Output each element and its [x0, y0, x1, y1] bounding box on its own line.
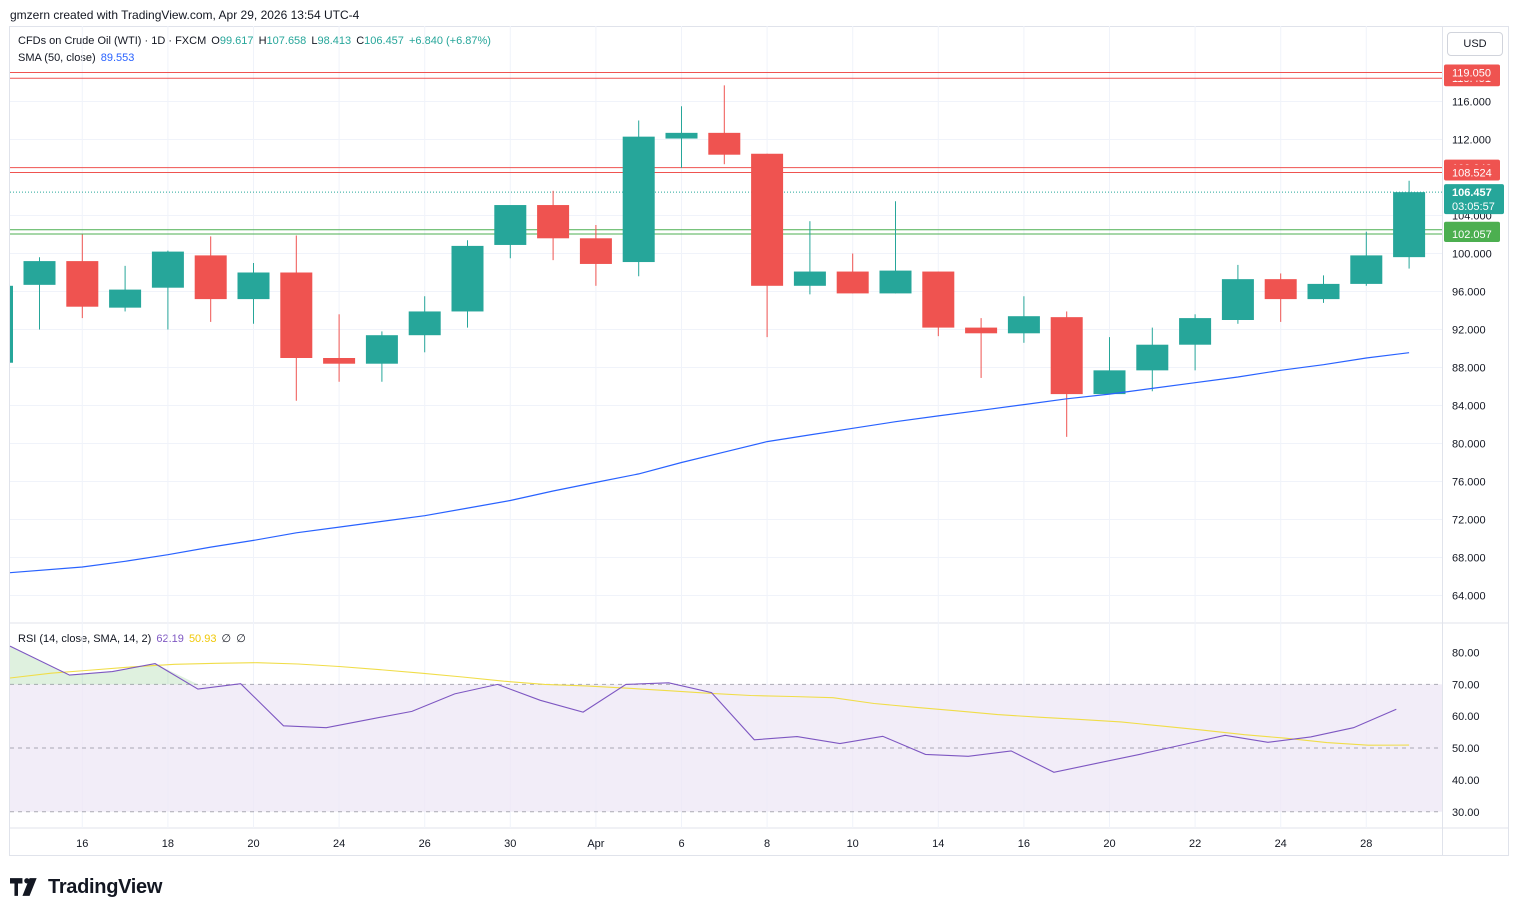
rsi-ma-value: 50.93	[188, 633, 217, 645]
rsi-value: 62.19	[156, 633, 184, 645]
rsi-legend: RSI (14, close, SMA, 14, 2) 62.19 50.93 …	[18, 632, 248, 645]
open-value: 99.617	[219, 35, 254, 47]
change-value: +6.840 (+6.87%)	[408, 35, 491, 47]
close-value: 106.457	[364, 35, 404, 47]
currency-button[interactable]: USD	[1447, 32, 1503, 56]
rsi-title: RSI (14, close, SMA, 14, 2)	[18, 633, 152, 645]
low-label: L	[311, 35, 318, 47]
logo-text: TradingView	[48, 875, 163, 898]
symbol-legend: CFDs on Crude Oil (WTI) · 1D · FXCM O99.…	[18, 35, 493, 47]
chart-frame	[9, 26, 1509, 856]
close-label: C	[356, 35, 365, 47]
open-label: O	[211, 35, 220, 47]
sma-legend: SMA (50, close) 89.553	[18, 52, 136, 64]
tradingview-logo[interactable]: TradingView	[10, 876, 162, 898]
sma-value: 89.553	[100, 52, 135, 64]
sma-title: SMA (50, close)	[18, 52, 96, 64]
attribution-text: gmzern created with TradingView.com, Apr…	[10, 8, 360, 22]
rsi-extra-2: ∅	[236, 633, 246, 645]
tradingview-logo-icon	[10, 878, 37, 896]
rsi-extra-1: ∅	[221, 633, 232, 645]
symbol-title: CFDs on Crude Oil (WTI) · 1D · FXCM	[18, 35, 207, 47]
low-value: 98.413	[317, 35, 352, 47]
high-value: 107.658	[266, 35, 307, 47]
high-label: H	[258, 35, 267, 47]
